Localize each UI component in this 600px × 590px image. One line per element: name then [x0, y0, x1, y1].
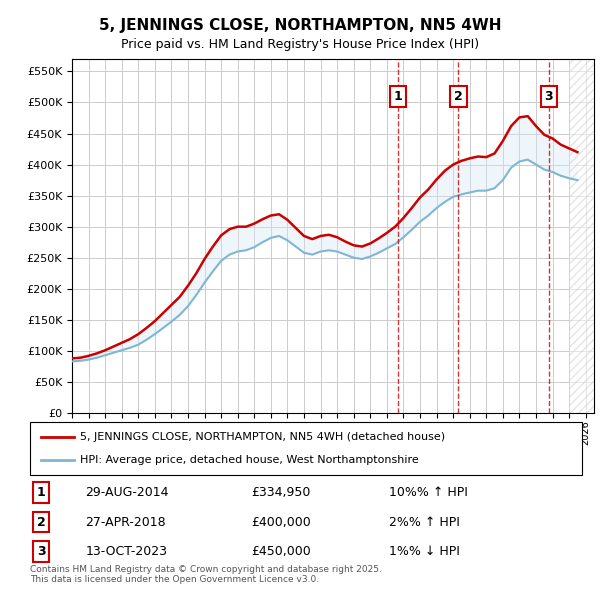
Text: 27-APR-2018: 27-APR-2018: [85, 516, 166, 529]
Text: 1: 1: [37, 486, 46, 499]
Text: 2: 2: [37, 516, 46, 529]
Text: HPI: Average price, detached house, West Northamptonshire: HPI: Average price, detached house, West…: [80, 455, 418, 465]
Text: 29-AUG-2014: 29-AUG-2014: [85, 486, 169, 499]
Text: 1%% ↓ HPI: 1%% ↓ HPI: [389, 545, 460, 558]
Text: 13-OCT-2023: 13-OCT-2023: [85, 545, 167, 558]
Text: £400,000: £400,000: [251, 516, 311, 529]
FancyBboxPatch shape: [30, 422, 582, 475]
Text: 1: 1: [394, 90, 402, 103]
Text: 10%% ↑ HPI: 10%% ↑ HPI: [389, 486, 467, 499]
Text: 3: 3: [545, 90, 553, 103]
Text: £334,950: £334,950: [251, 486, 310, 499]
Text: Contains HM Land Registry data © Crown copyright and database right 2025.
This d: Contains HM Land Registry data © Crown c…: [30, 565, 382, 584]
Text: £450,000: £450,000: [251, 545, 311, 558]
Text: 2%% ↑ HPI: 2%% ↑ HPI: [389, 516, 460, 529]
Text: 3: 3: [37, 545, 46, 558]
Text: Price paid vs. HM Land Registry's House Price Index (HPI): Price paid vs. HM Land Registry's House …: [121, 38, 479, 51]
Text: 5, JENNINGS CLOSE, NORTHAMPTON, NN5 4WH: 5, JENNINGS CLOSE, NORTHAMPTON, NN5 4WH: [99, 18, 501, 32]
Text: 2: 2: [454, 90, 463, 103]
Text: 5, JENNINGS CLOSE, NORTHAMPTON, NN5 4WH (detached house): 5, JENNINGS CLOSE, NORTHAMPTON, NN5 4WH …: [80, 432, 445, 442]
